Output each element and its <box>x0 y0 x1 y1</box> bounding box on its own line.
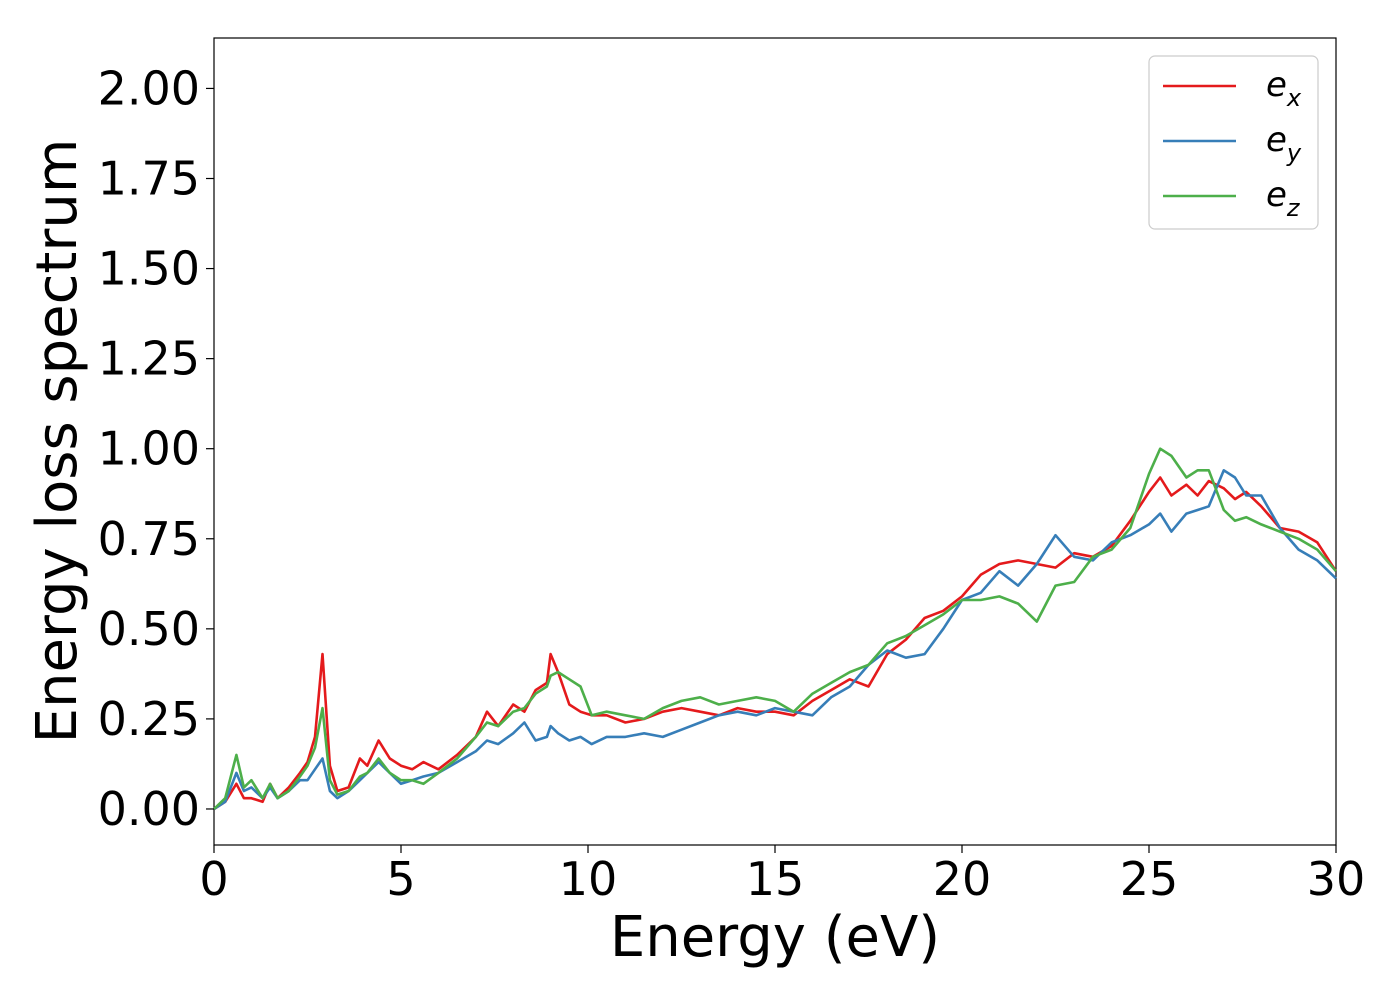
x-tick-label: 20 <box>933 852 992 906</box>
legend-label-subscript: y <box>1286 139 1302 167</box>
legend-label-z: ez <box>1266 175 1301 222</box>
y-axis-label: Energy loss spectrum <box>25 139 90 744</box>
y-tick-label: 0.00 <box>98 782 200 836</box>
y-ticks: 0.00 0.25 0.50 0.75 1.00 1.25 1.50 1.75 2.00 <box>98 61 214 836</box>
legend-label-subscript: x <box>1286 84 1302 112</box>
x-ticks: 0 5 10 15 20 25 30 <box>199 845 1365 906</box>
x-tick-label: 30 <box>1307 852 1366 906</box>
legend-box <box>1148 55 1319 230</box>
legend-label-y: ey <box>1266 120 1302 167</box>
y-tick-label: 1.00 <box>98 422 200 476</box>
y-tick-label: 1.50 <box>98 242 200 296</box>
y-tick-label: 2.00 <box>98 61 200 115</box>
x-tick-label: 25 <box>1120 852 1179 906</box>
series-line-y <box>213 469 1337 811</box>
x-tick-label: 0 <box>199 852 228 906</box>
y-tick-label: 1.25 <box>98 332 200 386</box>
y-tick-label: 1.75 <box>98 152 200 206</box>
x-tick-label: 10 <box>559 852 618 906</box>
legend-label-main: e <box>1266 120 1287 160</box>
x-tick-label: 15 <box>746 852 805 906</box>
y-tick-label: 0.50 <box>98 602 200 656</box>
series-line-x <box>213 476 1338 811</box>
legend-label-subscript: z <box>1286 194 1301 222</box>
y-tick-label: 0.25 <box>98 692 200 746</box>
x-axis-label: Energy (eV) <box>610 905 940 970</box>
legend-label-main: e <box>1266 65 1287 105</box>
legend-label-main: e <box>1266 175 1287 215</box>
y-tick-label: 0.75 <box>98 512 200 566</box>
legend-label-x: ex <box>1266 65 1302 112</box>
x-tick-label: 5 <box>386 852 415 906</box>
series-layer <box>213 447 1338 811</box>
series-line-z <box>213 447 1337 810</box>
